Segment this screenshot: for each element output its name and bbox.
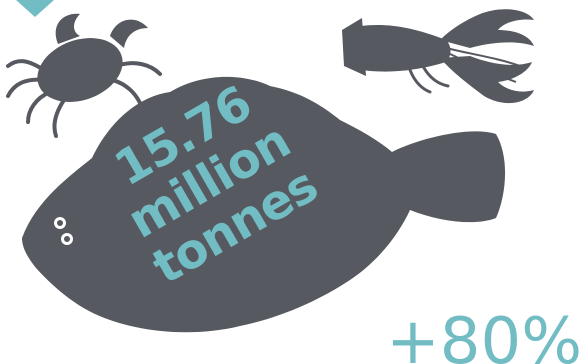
fish-eyes (54, 217, 73, 245)
crab-icon (6, 13, 162, 138)
flatfish-icon (22, 76, 506, 333)
change-percentage: +80% (386, 305, 582, 364)
lobster-icon (342, 9, 534, 104)
triangle-marker-icon (16, 0, 54, 17)
